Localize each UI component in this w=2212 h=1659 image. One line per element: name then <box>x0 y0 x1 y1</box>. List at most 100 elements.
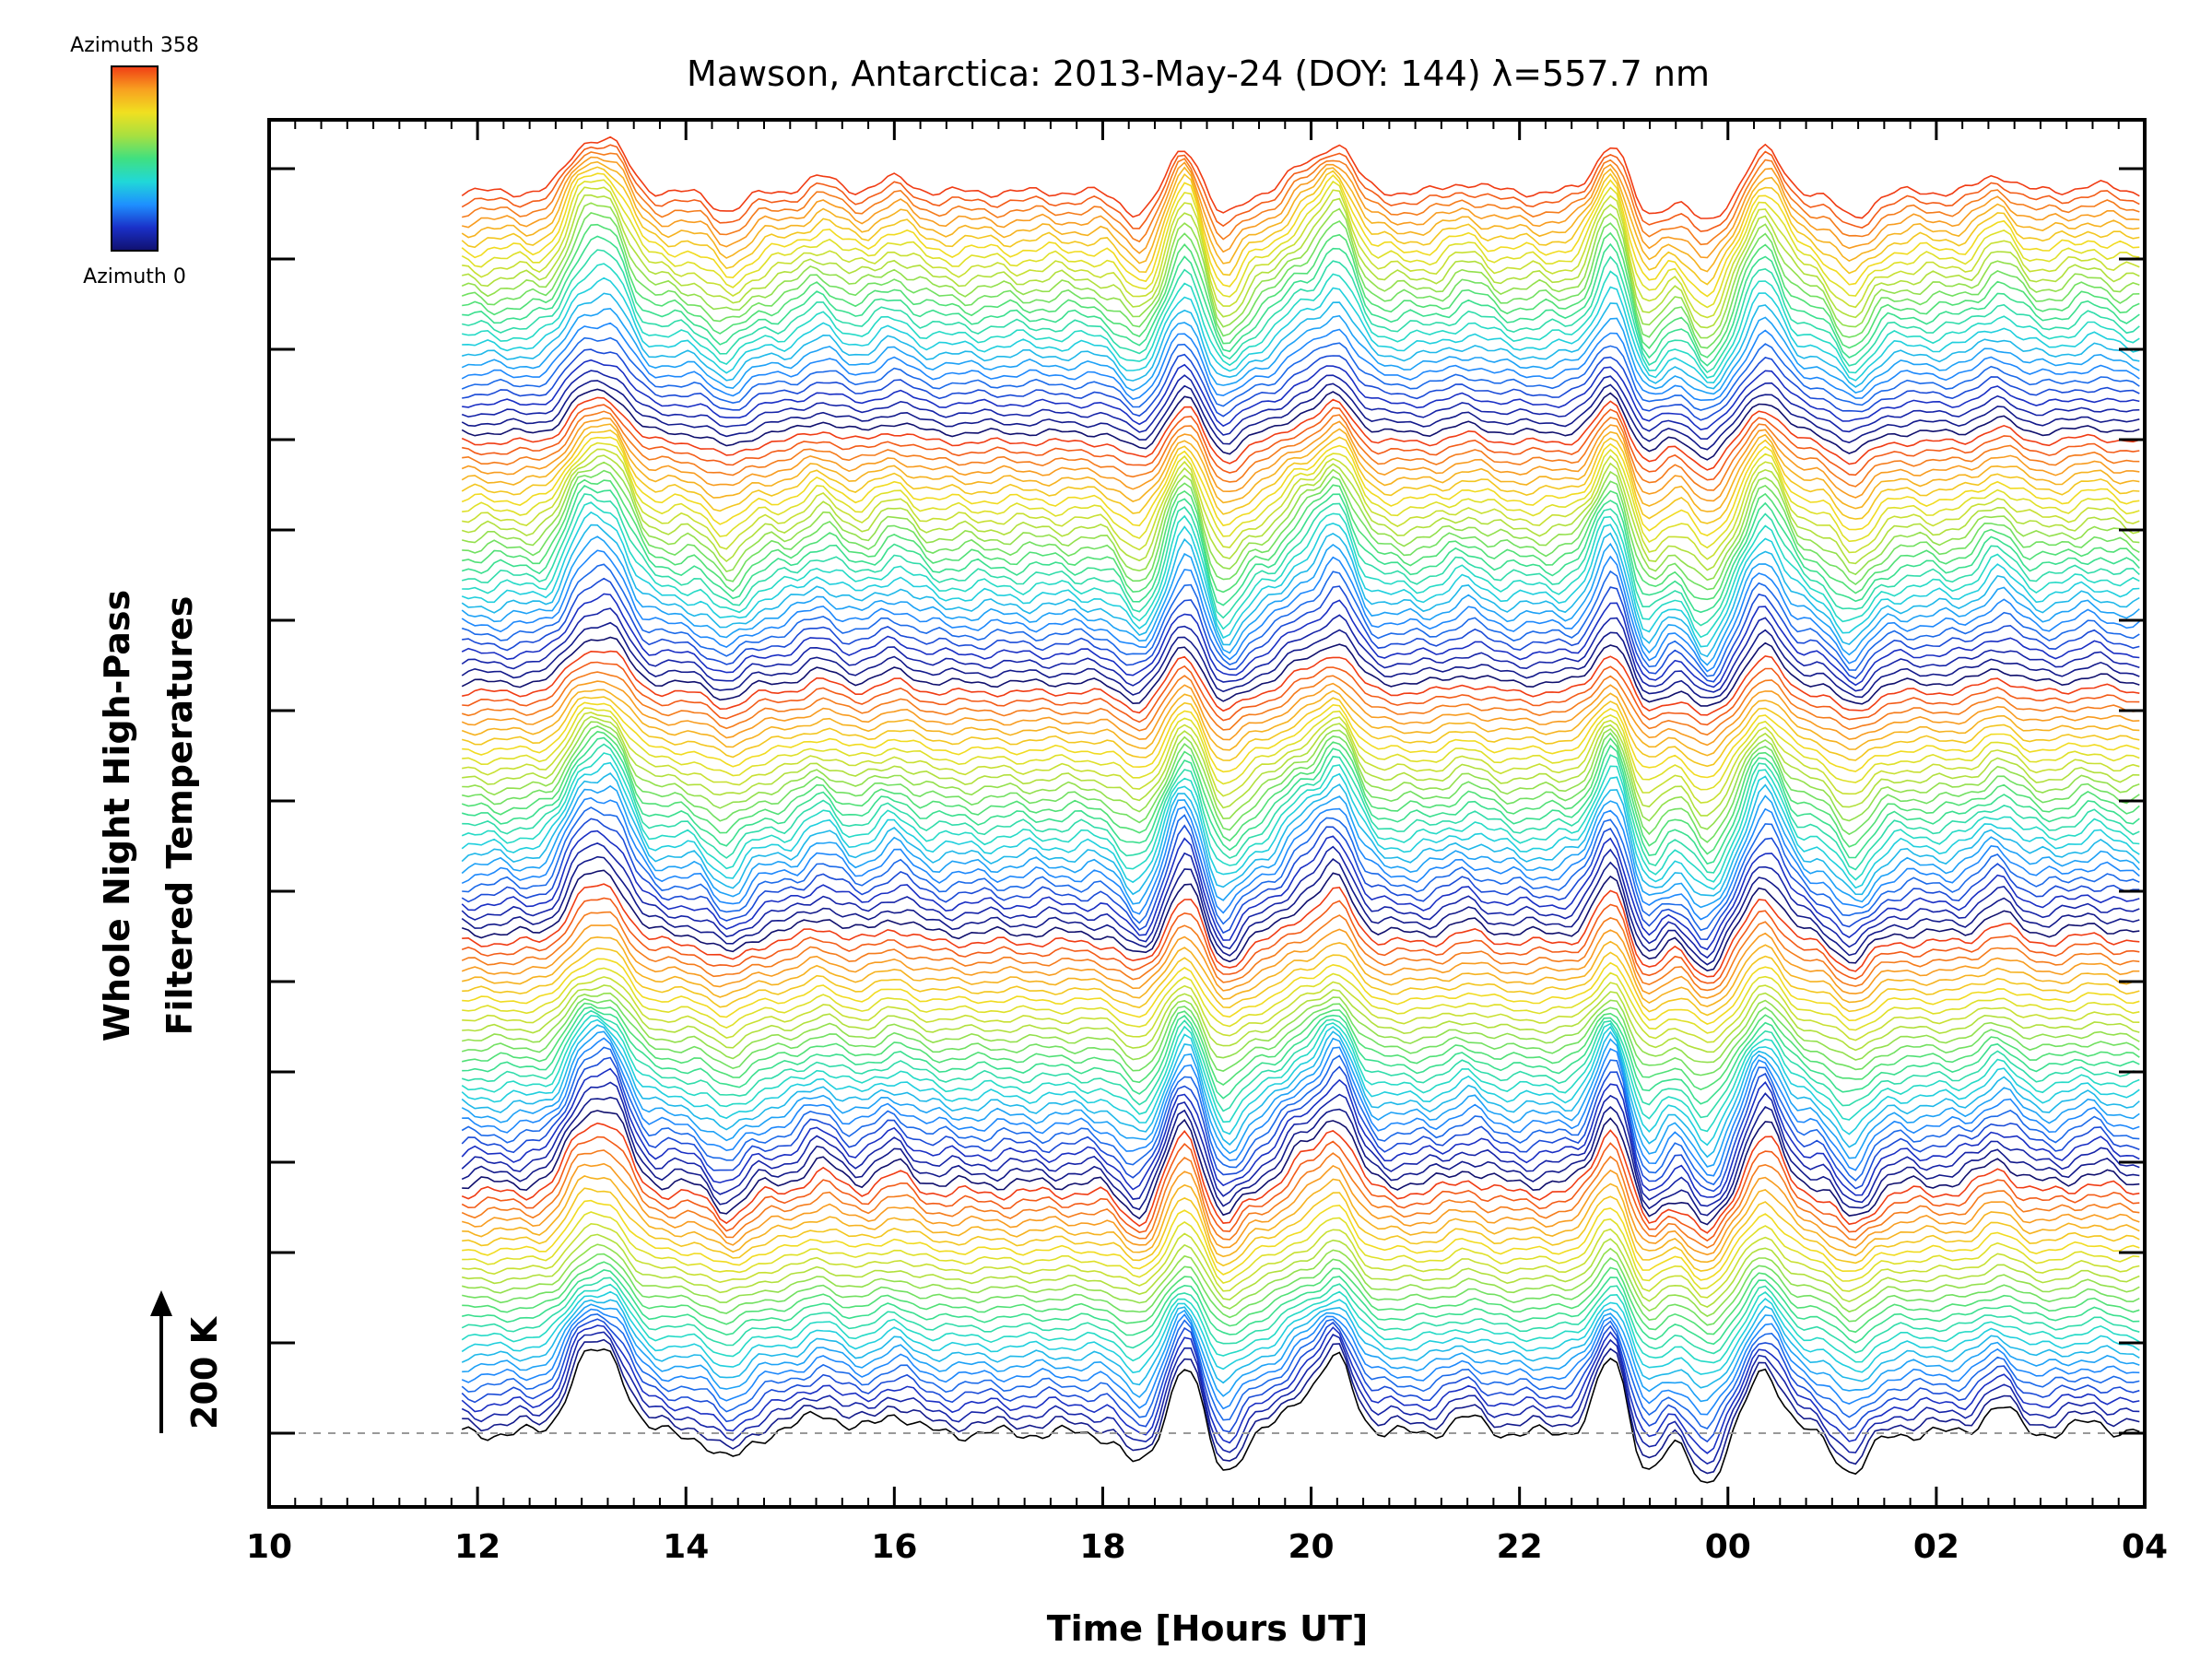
x-tick-label: 00 <box>1705 1528 1751 1566</box>
series-line-89 <box>462 493 2140 627</box>
series-line-20 <box>462 1187 2140 1272</box>
series-line-125 <box>461 160 2140 273</box>
chart-title: Mawson, Antarctica: 2013-May-24 (DOY: 14… <box>687 53 1710 94</box>
series-line-97 <box>461 436 2140 536</box>
series-line-72 <box>462 696 2140 768</box>
series-line-76 <box>462 661 2140 726</box>
series-line-99 <box>461 423 2140 512</box>
colorbar-label-bottom: Azimuth 0 <box>83 265 186 288</box>
series-line-117 <box>462 223 2140 359</box>
series-line-112 <box>462 292 2140 390</box>
series-line-123 <box>461 172 2140 298</box>
series-line-26 <box>462 1110 2140 1226</box>
x-tick-label: 20 <box>1288 1528 1335 1566</box>
series-line-105 <box>461 380 2140 451</box>
x-tick-label: 04 <box>2122 1528 2168 1566</box>
series-line-19 <box>462 1199 2140 1281</box>
series-line-74 <box>461 680 2140 747</box>
series-line-6 <box>461 1308 2140 1416</box>
series-line-91 <box>462 478 2140 601</box>
series-line-92 <box>462 469 2140 591</box>
scale-bar-label: 200 K <box>184 1315 225 1430</box>
series-line-126 <box>462 156 2140 259</box>
x-tick-label: 10 <box>246 1528 292 1566</box>
x-tick-label: 14 <box>663 1528 709 1566</box>
series-line-27 <box>461 1096 2140 1217</box>
series-line-88 <box>462 501 2140 639</box>
series-line-16 <box>462 1233 2140 1308</box>
series-line-90 <box>461 485 2140 614</box>
series-line-63 <box>462 743 2140 874</box>
series-line-55 <box>461 830 2140 951</box>
series-line-37 <box>461 1009 2140 1119</box>
x-tick-label: 18 <box>1079 1528 1125 1566</box>
series-line-108 <box>462 348 2140 421</box>
series-line-35 <box>461 1018 2140 1147</box>
series-line-67 <box>462 721 2140 830</box>
series-line-42 <box>462 984 2140 1053</box>
series-line-113 <box>462 276 2140 384</box>
series-line-51 <box>462 883 2140 978</box>
series-line-102 <box>462 404 2140 481</box>
series-line-83 <box>461 563 2140 677</box>
series-line-15 <box>461 1243 2140 1318</box>
series-line-61 <box>461 761 2140 890</box>
series-line-64 <box>461 736 2140 865</box>
series-line-94 <box>461 454 2140 571</box>
series-line-31 <box>461 1046 2140 1186</box>
series-line-86 <box>461 524 2140 658</box>
series-line-43 <box>462 976 2140 1043</box>
series-line-39 <box>462 1002 2140 1090</box>
series-line-124 <box>461 166 2140 286</box>
series-line-7 <box>462 1303 2140 1403</box>
series-line-5 <box>461 1312 2140 1430</box>
series-line-41 <box>462 992 2140 1064</box>
x-axis-label: Time [Hours UT] <box>1047 1608 1369 1649</box>
series-line-107 <box>462 359 2140 430</box>
series-line-25 <box>461 1122 2140 1234</box>
series-line-104 <box>461 388 2140 461</box>
series-line-110 <box>461 322 2140 402</box>
series-line-17 <box>462 1222 2140 1299</box>
x-tick-label: 16 <box>871 1528 917 1566</box>
series-line-56 <box>461 818 2140 941</box>
series-line-34 <box>461 1024 2140 1159</box>
series-line-32 <box>462 1037 2140 1177</box>
series-line-58 <box>461 796 2140 921</box>
x-axis: 10 12 14 16 18 20 22 00 02 04 <box>246 120 2168 1566</box>
series-line-66 <box>462 725 2140 843</box>
series-line-93 <box>462 461 2140 582</box>
series-line-23 <box>461 1149 2140 1249</box>
series-line-36 <box>461 1015 2140 1133</box>
series-line-40 <box>461 997 2140 1077</box>
series-group <box>461 135 2140 1484</box>
x-tick-label: 12 <box>454 1528 500 1566</box>
series-line-70 <box>462 707 2140 791</box>
series-line-109 <box>461 336 2140 411</box>
series-line-29 <box>461 1067 2140 1198</box>
series-line-68 <box>462 715 2140 817</box>
series-line-114 <box>462 263 2140 379</box>
series-line-30 <box>461 1056 2140 1193</box>
series-line-53 <box>461 855 2140 966</box>
series-line-106 <box>461 370 2140 441</box>
series-line-33 <box>461 1030 2140 1168</box>
series-line-100 <box>461 417 2140 502</box>
scale-bar: 200 K <box>150 1290 225 1433</box>
series-line-18 <box>462 1211 2140 1290</box>
series-line-116 <box>462 235 2140 367</box>
series-line-11 <box>461 1277 2140 1355</box>
series-line-62 <box>461 752 2140 883</box>
y-axis-ticks <box>269 167 2145 1435</box>
series-line-78 <box>461 636 2140 707</box>
series-line-121 <box>462 186 2140 319</box>
series-line-120 <box>462 194 2140 329</box>
series-line-79 <box>461 621 2140 699</box>
series-line-24 <box>461 1135 2140 1242</box>
series-line-129 <box>461 135 2140 219</box>
series-line-81 <box>461 593 2140 688</box>
series-line-14 <box>462 1253 2140 1326</box>
series-line-47 <box>462 935 2140 1007</box>
series-line-3 <box>461 1324 2140 1454</box>
